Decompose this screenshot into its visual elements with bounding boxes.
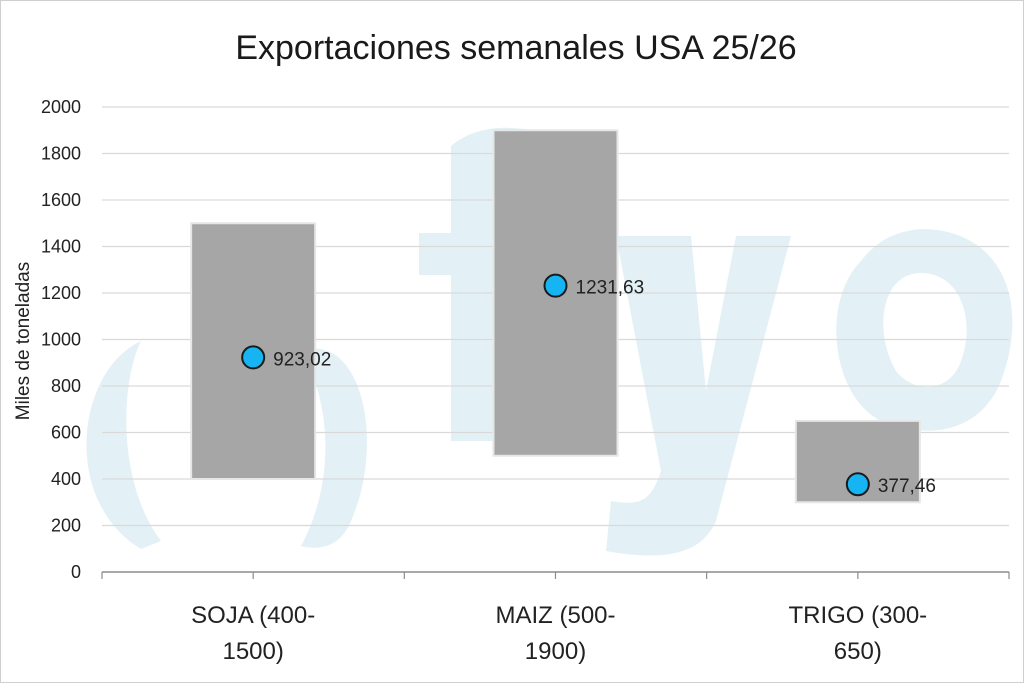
y-tick-label: 1000 (41, 330, 81, 350)
y-tick-label: 600 (51, 423, 81, 443)
y-axis-label: Miles de toneladas (13, 262, 34, 420)
data-point (241, 345, 266, 370)
data-label: 1231,63 (576, 278, 645, 299)
data-label: 377,46 (878, 476, 936, 497)
y-axis-ticks: 0 200 400 600 800 1000 1200 1400 1600 1800 2000 (41, 97, 81, 582)
category-label-line1: SOJA (400- (191, 602, 315, 629)
y-tick-label: 1800 (41, 144, 81, 164)
range-bars (190, 129, 921, 504)
category-label-line2: 1900) (525, 638, 586, 665)
category-label-line1: TRIGO (300- (788, 602, 927, 629)
y-tick-label: 400 (51, 469, 81, 489)
y-tick-label: 800 (51, 376, 81, 396)
y-tick-label: 0 (71, 562, 81, 582)
data-point (543, 273, 568, 298)
data-points: 923,02 1231,63 377,46 (241, 273, 936, 497)
y-tick-label: 1200 (41, 283, 81, 303)
category-label-line2: 1500) (222, 638, 283, 665)
chart-title: Exportaciones semanales USA 25/26 (235, 29, 796, 67)
y-tick-label: 2000 (41, 97, 81, 117)
y-tick-label: 200 (51, 516, 81, 536)
category-label-line1: MAIZ (500- (495, 602, 615, 629)
y-tick-label: 1400 (41, 237, 81, 257)
y-tick-label: 1600 (41, 190, 81, 210)
data-point (845, 472, 870, 497)
data-label: 923,02 (273, 349, 331, 370)
x-axis (101, 571, 1010, 579)
category-label-line2: 650) (834, 638, 882, 665)
category-labels: SOJA (400- 1500) MAIZ (500- 1900) TRIGO (300… (191, 602, 927, 665)
